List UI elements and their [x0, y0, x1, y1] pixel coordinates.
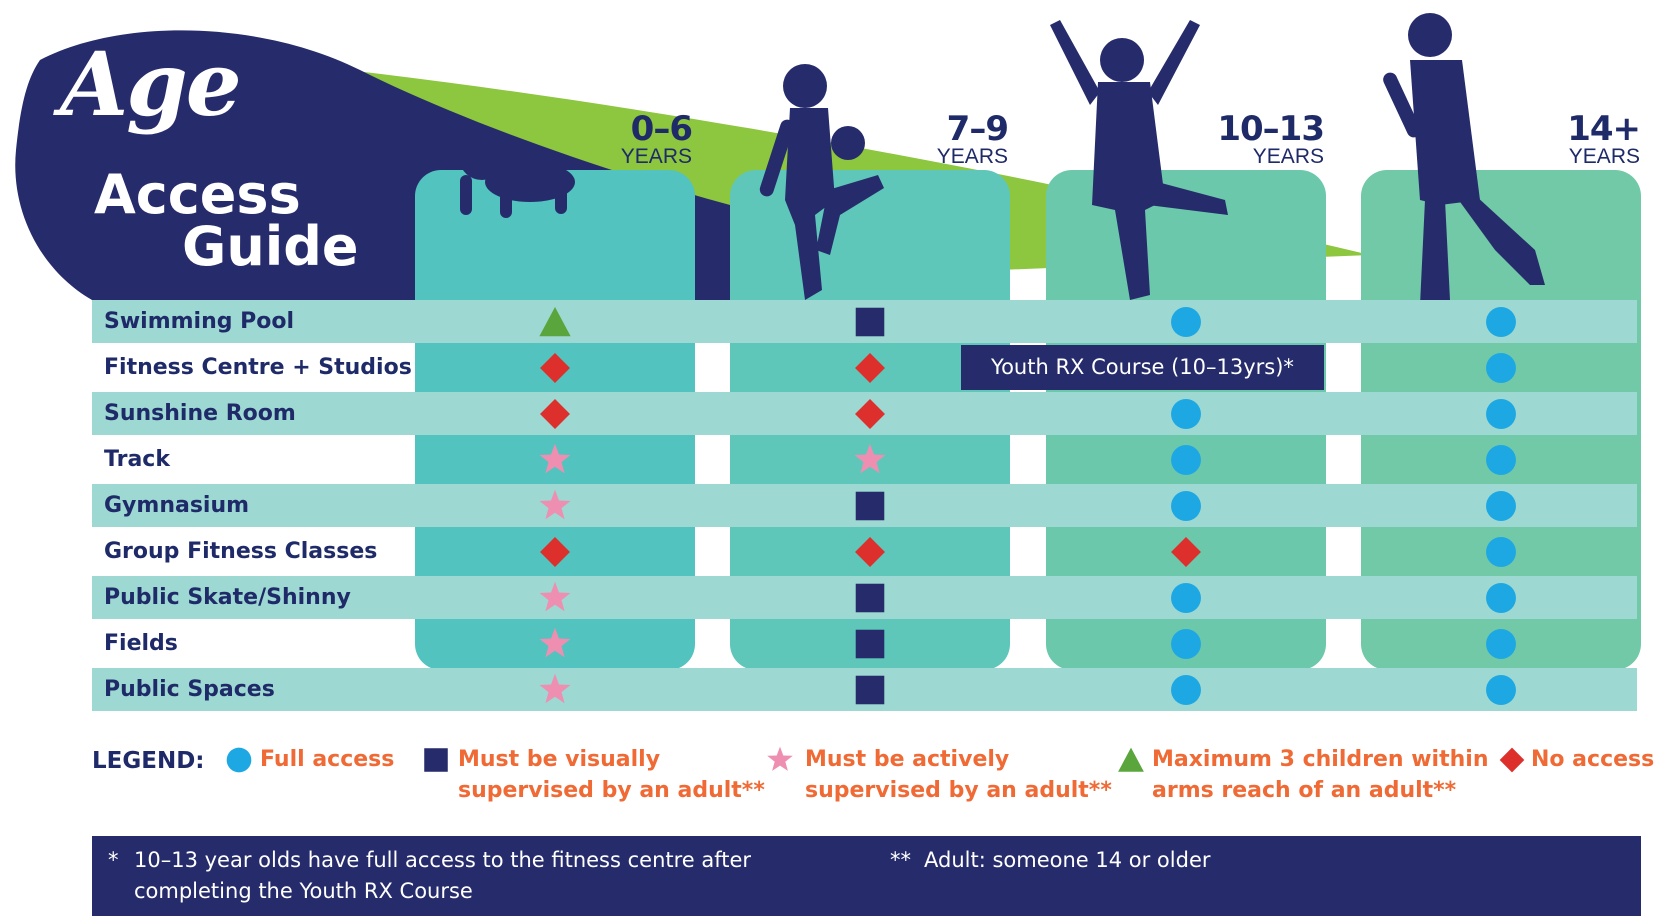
legend-text-line: Maximum 3 children within	[1152, 747, 1489, 772]
circle-marker-icon	[1169, 673, 1203, 707]
circle-marker-icon	[1484, 397, 1518, 431]
star-marker-icon	[538, 489, 572, 523]
age-range: 10–13	[1217, 109, 1325, 149]
diamond-marker-icon	[853, 397, 887, 431]
footnote-mark: *	[108, 848, 119, 872]
diamond-marker-icon	[853, 535, 887, 569]
star-marker-icon	[538, 627, 572, 661]
legend-title: LEGEND:	[92, 748, 205, 774]
age-header-0-6: 0–6 YEARS	[492, 109, 693, 168]
age-unit: YEARS	[936, 145, 1008, 168]
legend-square-icon	[422, 746, 450, 774]
title-access: Access	[94, 163, 301, 226]
age-header-10-13: 10–13 YEARS	[1124, 109, 1325, 168]
circle-marker-icon	[1169, 581, 1203, 615]
circle-marker-icon	[1484, 581, 1518, 615]
facility-label: Public Spaces	[104, 677, 275, 702]
facility-label: Group Fitness Classes	[104, 539, 378, 564]
age-range: 7–9	[946, 109, 1009, 149]
triangle-marker-icon	[538, 305, 572, 339]
square-marker-icon	[853, 305, 887, 339]
circle-marker-icon	[1169, 489, 1203, 523]
star-marker-icon	[538, 443, 572, 477]
age-unit: YEARS	[620, 145, 692, 168]
legend-diamond-icon	[1498, 746, 1526, 774]
star-marker-icon	[853, 443, 887, 477]
facility-label: Swimming Pool	[104, 309, 295, 334]
age-range: 0–6	[630, 109, 693, 149]
child-kicking-ball-silhouette-icon	[759, 64, 884, 300]
footnote-text-line: completing the Youth RX Course	[134, 879, 473, 903]
facility-label: Gymnasium	[104, 493, 250, 518]
square-marker-icon	[853, 627, 887, 661]
circle-marker-icon	[1169, 627, 1203, 661]
facility-label: Fitness Centre + Studios	[104, 355, 412, 380]
circle-marker-icon	[1169, 397, 1203, 431]
legend-text-line: arms reach of an adult**	[1152, 778, 1457, 803]
diamond-marker-icon	[853, 351, 887, 385]
footnote-bar: * 10–13 year olds have full access to th…	[92, 836, 1641, 916]
facility-label: Track	[104, 447, 170, 472]
diamond-marker-icon	[538, 397, 572, 431]
child-jumping-silhouette-icon	[1050, 20, 1228, 300]
circle-marker-icon	[1484, 305, 1518, 339]
square-marker-icon	[853, 673, 887, 707]
legend-star-icon	[766, 746, 794, 774]
circle-marker-icon	[1484, 351, 1518, 385]
circle-marker-icon	[1169, 443, 1203, 477]
circle-marker-icon	[1484, 673, 1518, 707]
age-unit: YEARS	[1252, 145, 1324, 168]
circle-marker-icon	[1484, 443, 1518, 477]
footnote-text-line: Adult: someone 14 or older	[924, 848, 1211, 872]
square-marker-icon	[853, 489, 887, 523]
legend-circle-icon	[225, 746, 253, 774]
legend-text-line: Full access	[260, 747, 395, 772]
age-unit: YEARS	[1568, 145, 1640, 168]
footnote-mark: **	[890, 848, 911, 872]
age-header-7-9: 7–9 YEARS	[808, 109, 1009, 168]
youth-rx-course-box: Youth RX Course (10–13yrs)*	[961, 345, 1324, 390]
facility-label: Fields	[104, 631, 178, 656]
diamond-marker-icon	[538, 535, 572, 569]
circle-marker-icon	[1484, 627, 1518, 661]
legend-triangle-icon	[1117, 746, 1145, 774]
circle-marker-icon	[1169, 305, 1203, 339]
star-marker-icon	[538, 581, 572, 615]
star-marker-icon	[538, 673, 572, 707]
adult-running-silhouette-icon	[1383, 13, 1545, 305]
title-guide: Guide	[182, 215, 359, 278]
legend-text-line: supervised by an adult**	[458, 778, 765, 803]
diamond-marker-icon	[1169, 535, 1203, 569]
legend-text-line: Must be visually	[458, 747, 661, 772]
footnote-text-line: 10–13 year olds have full access to the …	[134, 848, 752, 872]
diamond-marker-icon	[538, 351, 572, 385]
facility-label: Sunshine Room	[104, 401, 296, 426]
legend-text-line: No access	[1531, 747, 1655, 772]
legend-text-line: Must be actively	[805, 747, 1010, 772]
title-age: Age	[60, 32, 242, 136]
facility-label: Public Skate/Shinny	[104, 585, 351, 610]
age-range: 14+	[1567, 109, 1641, 149]
circle-marker-icon	[1484, 489, 1518, 523]
square-marker-icon	[853, 581, 887, 615]
legend-text-line: supervised by an adult**	[805, 778, 1112, 803]
crawling-baby-silhouette-icon	[460, 140, 575, 218]
age-header-14plus: 14+ YEARS	[1440, 109, 1641, 168]
circle-marker-icon	[1484, 535, 1518, 569]
